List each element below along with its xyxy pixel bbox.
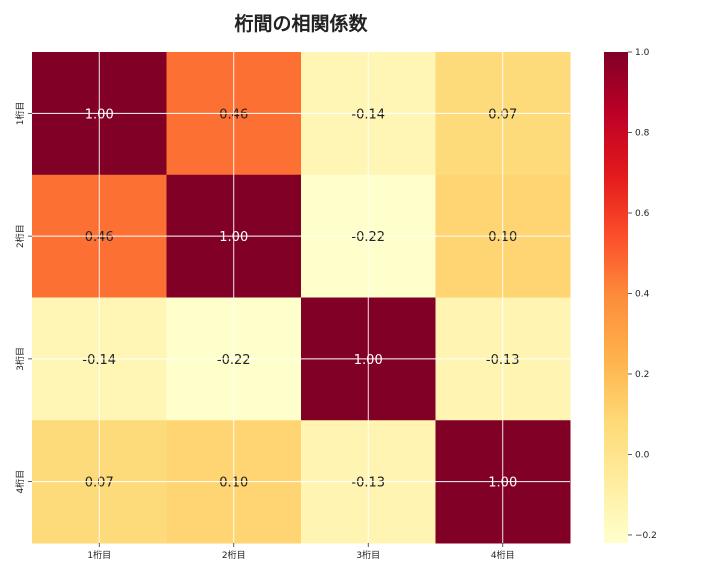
colorbar-tick-label: 0.0: [635, 450, 650, 460]
colorbar-tick-label: 0.6: [635, 209, 650, 219]
colorbar-tick-label: 1.0: [635, 48, 650, 58]
y-tick-label: 3桁目: [14, 347, 26, 371]
x-tick-label: 2桁目: [222, 549, 246, 561]
heatmap-grid: [32, 52, 570, 543]
colorbar-ticks: 1.0 0.8 0.6 0.4 0.2 0.0 −0.2: [628, 48, 657, 541]
y-tick-label: 1桁目: [14, 102, 26, 126]
colorbar-gradient: [604, 52, 628, 543]
y-tick-label: 2桁目: [14, 224, 26, 248]
colorbar-tick-label: 0.4: [635, 289, 650, 299]
colorbar: [604, 52, 628, 543]
x-tick-label: 1桁目: [87, 549, 111, 561]
x-tick-label: 3桁目: [356, 549, 380, 561]
x-axis: 1桁目 2桁目 3桁目 4桁目: [87, 543, 515, 561]
y-axis: 1桁目 2桁目 3桁目 4桁目: [14, 102, 32, 494]
colorbar-tick-label: 0.8: [635, 128, 650, 138]
heatmap-cells: 1.00 0.46 -0.14 0.070.46 1.00 -0.22 0.10-0.14-…: [32, 52, 571, 544]
y-tick-label: 4桁目: [14, 470, 26, 494]
colorbar-tick-label: −0.2: [635, 531, 657, 541]
colorbar-tick-label: 0.2: [635, 370, 649, 380]
x-tick-label: 4桁目: [491, 549, 515, 561]
chart-title: 桁間の相関係数: [234, 12, 368, 35]
